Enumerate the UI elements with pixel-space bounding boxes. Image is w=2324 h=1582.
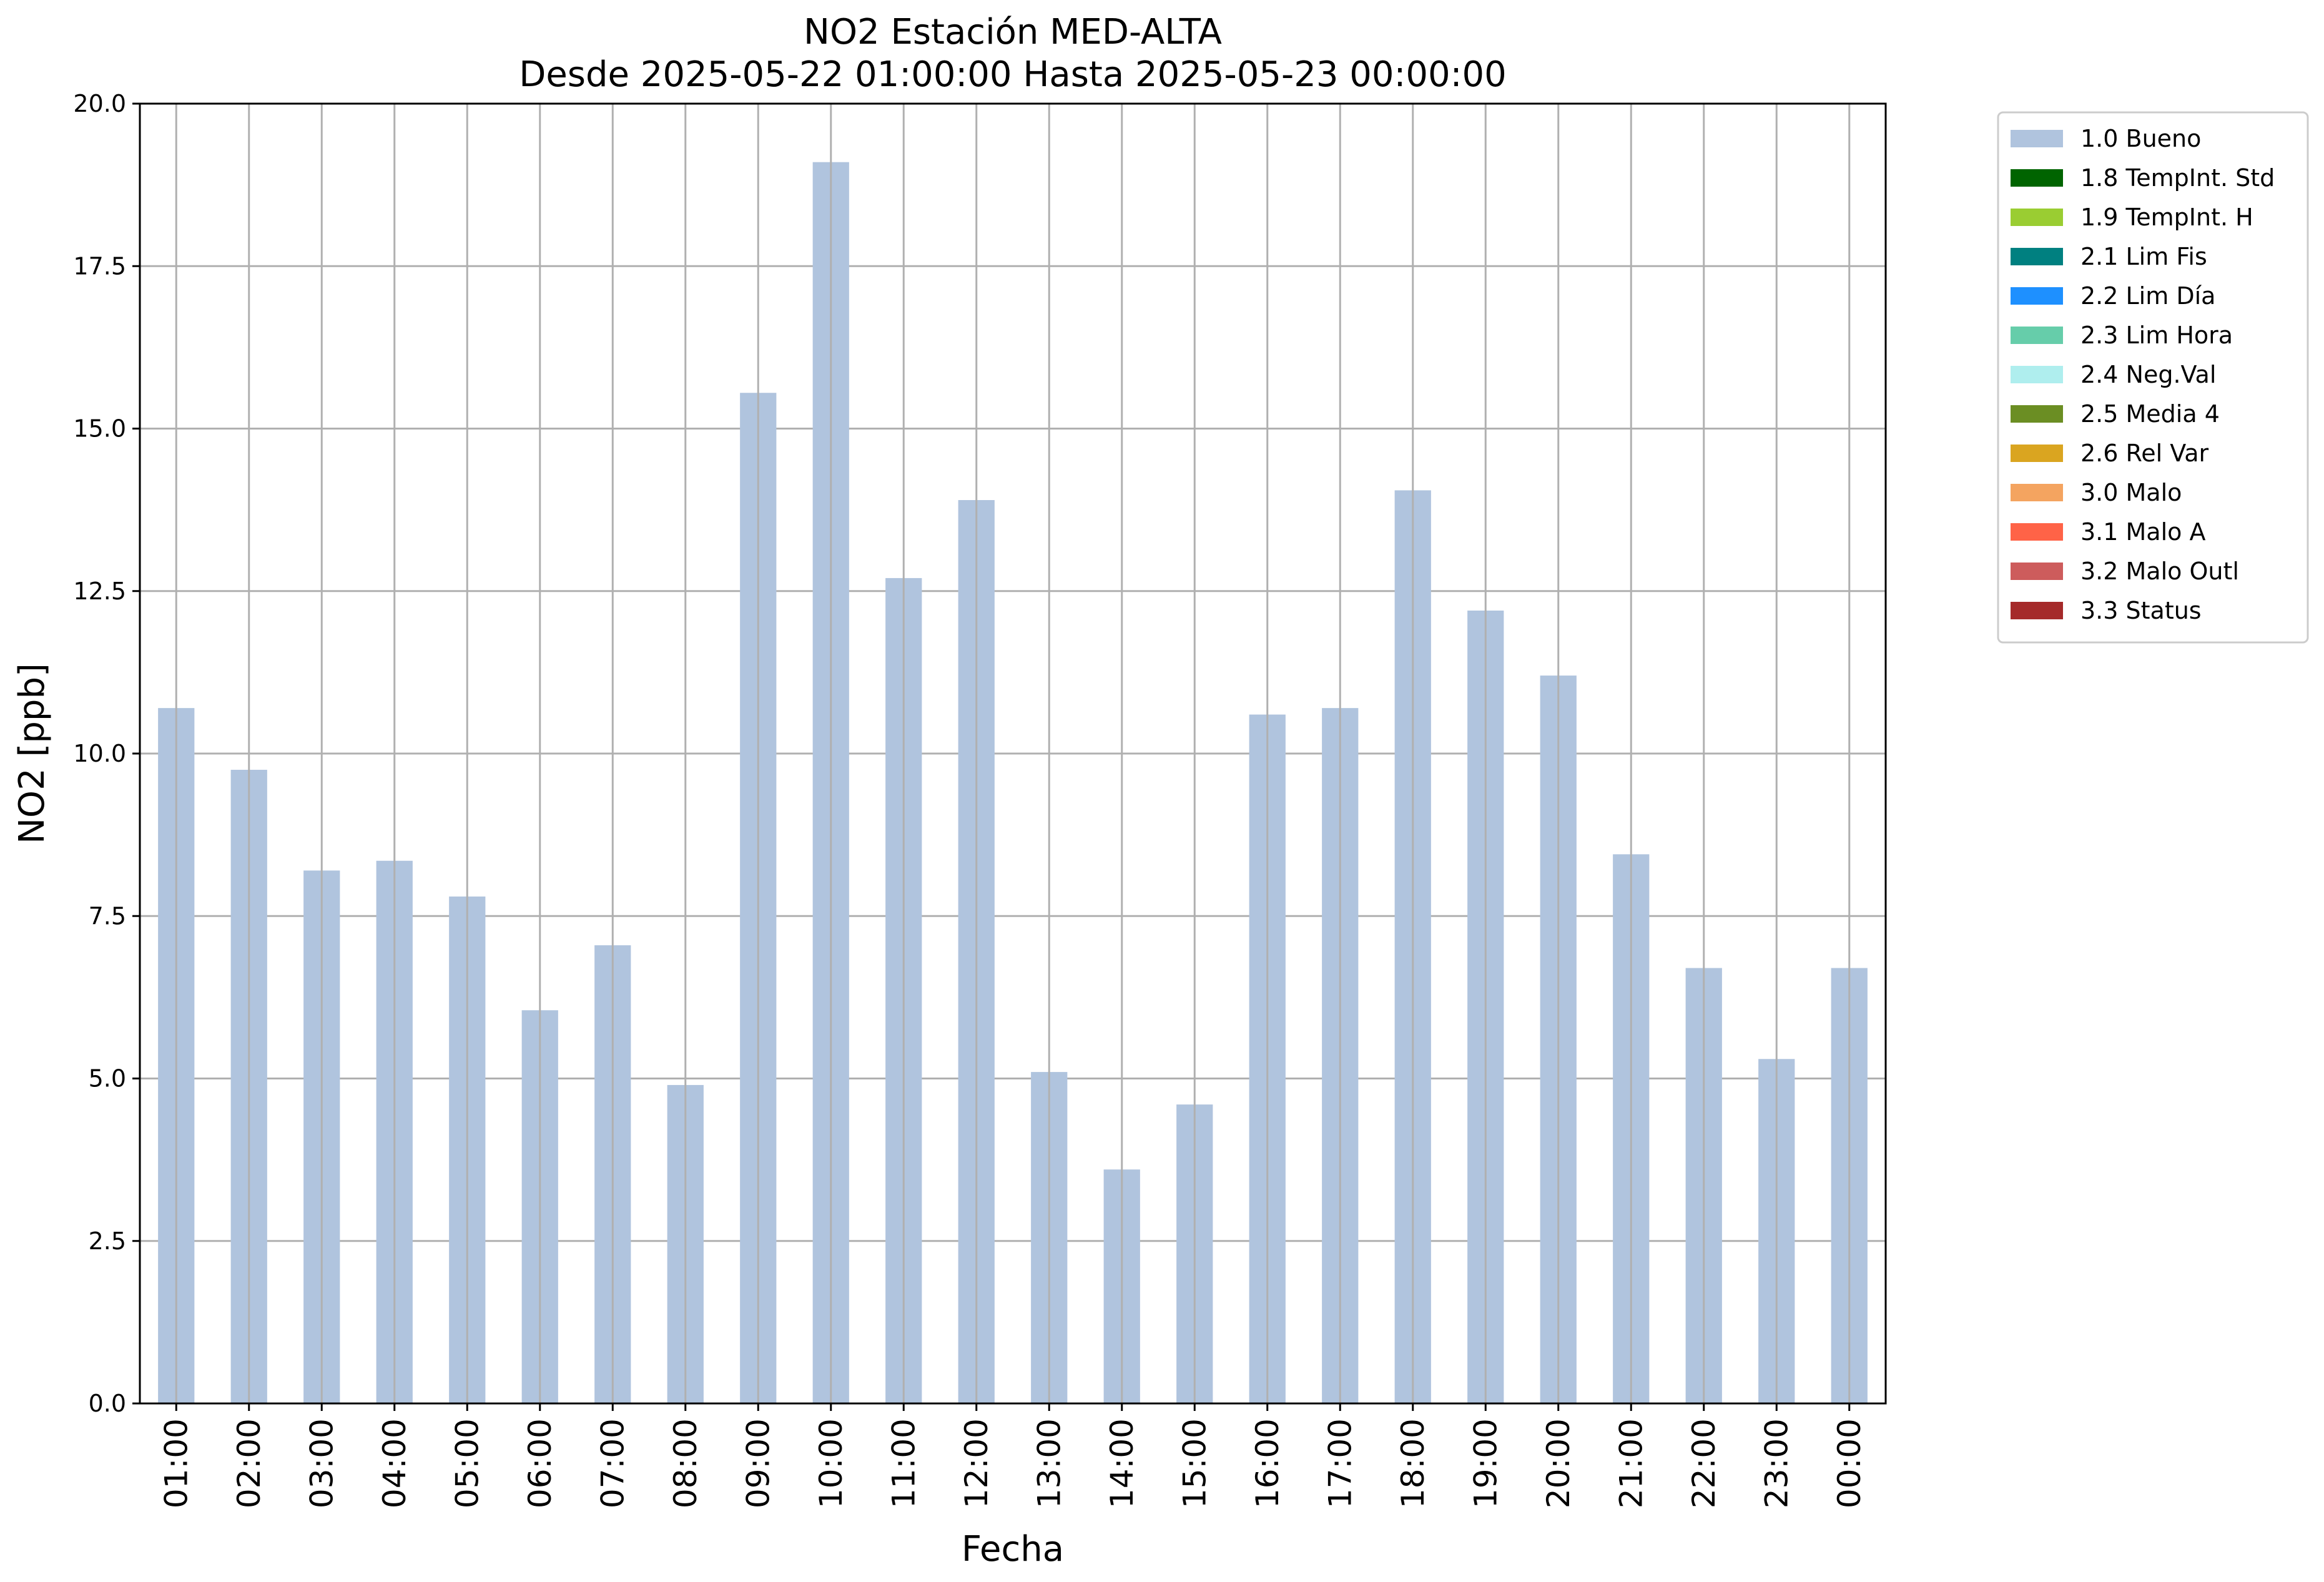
vertical-grid-lines [175, 104, 1851, 1403]
x-tick-label: 09:00 [740, 1418, 776, 1508]
x-tick-label: 20:00 [1540, 1418, 1577, 1508]
legend-frame [1997, 111, 2309, 644]
legend-swatch [2011, 484, 2063, 501]
y-axis-label: NO2 [ppb] [12, 663, 52, 844]
x-tick-label: 07:00 [594, 1418, 631, 1508]
y-tick-label: 2.5 [89, 1227, 126, 1255]
y-axis-ticks: 0.0 2.5 5.0 7.5 10.0 12.5 15.0 17.5 20.0 [73, 90, 140, 1417]
x-tick-label: 06:00 [522, 1418, 558, 1508]
chart-subtitle: Desde 2025-05-22 01:00:00 Hasta 2025-05-… [519, 54, 1507, 95]
x-tick-label: 11:00 [885, 1418, 922, 1508]
legend-entry-label: 2.4 Neg.Val [2080, 361, 2216, 388]
y-tick-label: 17.5 [73, 252, 126, 280]
legend-swatch [2011, 287, 2063, 305]
legend-swatch [2011, 405, 2063, 423]
y-tick-label: 7.5 [89, 902, 126, 930]
x-tick-label: 22:00 [1686, 1418, 1722, 1508]
x-tick-label: 14:00 [1104, 1418, 1140, 1508]
x-tick-label: 05:00 [449, 1418, 485, 1508]
x-tick-label: 00:00 [1831, 1418, 1868, 1508]
legend-swatch [2011, 366, 2063, 383]
y-tick-label: 0.0 [89, 1390, 126, 1417]
legend-swatch [2011, 563, 2063, 580]
legend-entry-label: 3.2 Malo Outl [2080, 558, 2239, 585]
x-tick-label: 21:00 [1613, 1418, 1649, 1508]
legend-swatch [2011, 523, 2063, 541]
x-tick-label: 18:00 [1395, 1418, 1431, 1508]
legend-entry-label: 2.2 Lim Día [2080, 282, 2215, 310]
x-tick-label: 23:00 [1758, 1418, 1795, 1508]
x-tick-label: 03:00 [303, 1418, 340, 1508]
legend-entry-label: 2.6 Rel Var [2080, 440, 2209, 467]
legend-entry-label: 2.5 Media 4 [2080, 400, 2220, 428]
legend-swatch [2011, 445, 2063, 462]
legend-swatch [2011, 248, 2063, 265]
bars [158, 162, 1868, 1404]
legend-entry-label: 3.0 Malo [2080, 479, 2182, 506]
x-axis-label: Fecha [962, 1529, 1064, 1570]
y-tick-label: 15.0 [73, 415, 126, 443]
legend-entry-label: 1.0 Bueno [2080, 125, 2201, 152]
legend-entry-label: 3.3 Status [2080, 597, 2202, 624]
x-tick-label: 04:00 [377, 1418, 413, 1508]
x-tick-label: 10:00 [813, 1418, 849, 1508]
legend-swatch [2011, 602, 2063, 619]
legend-entry-label: 2.1 Lim Fis [2080, 243, 2207, 270]
x-tick-label: 19:00 [1467, 1418, 1504, 1508]
legend-entry-label: 3.1 Malo A [2080, 518, 2205, 546]
x-tick-label: 15:00 [1176, 1418, 1213, 1508]
legend-swatch [2011, 130, 2063, 147]
x-tick-label: 02:00 [231, 1418, 267, 1508]
legend: 1.0 Bueno 1.8 TempInt. Std 1.9 TempInt. H 2… [1997, 111, 2309, 644]
y-tick-label: 5.0 [89, 1065, 126, 1093]
legend-entry-label: 2.3 Lim Hora [2080, 322, 2233, 349]
x-tick-label: 16:00 [1249, 1418, 1286, 1508]
legend-entry-label: 1.8 TempInt. Std [2080, 164, 2275, 192]
x-tick-label: 08:00 [667, 1418, 704, 1508]
legend-swatch [2011, 209, 2063, 226]
y-tick-label: 12.5 [73, 577, 126, 605]
legend-entry-label: 1.9 TempInt. H [2080, 204, 2253, 231]
x-tick-label: 17:00 [1322, 1418, 1358, 1508]
x-axis-ticks: 01:00 02:00 03:00 04:00 05:00 06:00 07:00 08:00… [158, 1403, 1868, 1508]
legend-swatch [2011, 327, 2063, 344]
legend-swatch [2011, 169, 2063, 187]
y-tick-label: 10.0 [73, 740, 126, 767]
x-tick-label: 13:00 [1031, 1418, 1067, 1508]
x-tick-label: 12:00 [958, 1418, 995, 1508]
y-tick-label: 20.0 [73, 90, 126, 117]
chart-title: NO2 Estación MED-ALTA [804, 12, 1222, 52]
x-tick-label: 01:00 [158, 1418, 194, 1508]
